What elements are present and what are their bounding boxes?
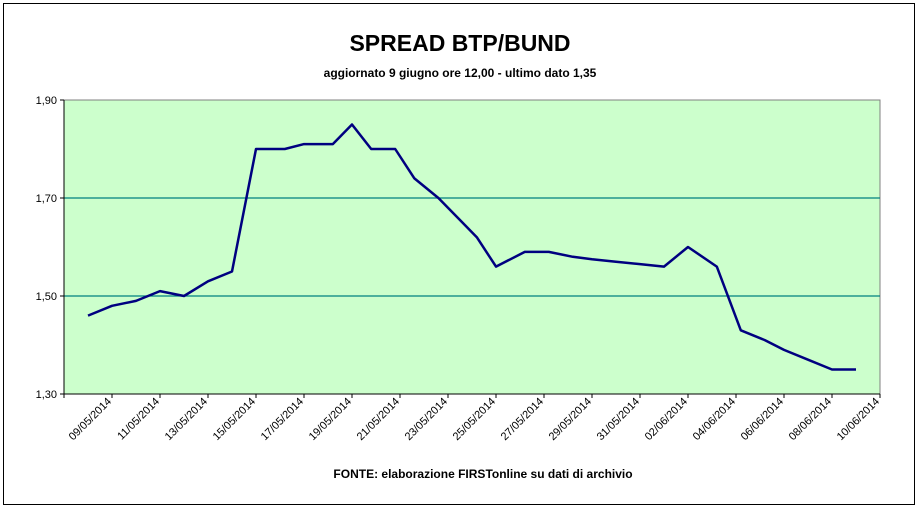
x-tick-label: 29/05/2014 bbox=[547, 396, 594, 443]
x-tick-label: 08/06/2014 bbox=[787, 396, 834, 443]
x-tick-label: 17/05/2014 bbox=[259, 396, 306, 443]
y-tick-label: 1,30 bbox=[36, 389, 57, 401]
x-tick-label: 21/05/2014 bbox=[355, 396, 402, 443]
chart-source-note: FONTE: elaborazione FIRSTonline su dati … bbox=[333, 467, 633, 481]
x-tick-label: 06/06/2014 bbox=[739, 396, 786, 443]
y-tick-label: 1,70 bbox=[36, 193, 57, 205]
x-tick-label: 02/06/2014 bbox=[643, 396, 690, 443]
spread-series-line bbox=[87, 123, 856, 371]
y-tick-label: 1,50 bbox=[36, 291, 57, 303]
x-tick-label: 15/05/2014 bbox=[211, 396, 258, 443]
x-tick-label: 23/05/2014 bbox=[403, 396, 450, 443]
x-tick-label: 09/05/2014 bbox=[67, 396, 114, 443]
x-tick-label: 25/05/2014 bbox=[451, 396, 498, 443]
x-tick-label: 13/05/2014 bbox=[163, 396, 210, 443]
plot-area bbox=[63, 99, 881, 395]
x-tick-label: 27/05/2014 bbox=[499, 396, 546, 443]
y-tick-label: 1,90 bbox=[36, 95, 57, 107]
x-tick-label: 19/05/2014 bbox=[307, 396, 354, 443]
x-tick-label: 10/06/2014 bbox=[835, 396, 882, 443]
x-tick-label: 11/05/2014 bbox=[115, 396, 162, 443]
x-tick-label: 31/05/2014 bbox=[595, 396, 642, 443]
x-tick-label: 04/06/2014 bbox=[691, 396, 738, 443]
chart-subtitle: aggiornato 9 giugno ore 12,00 - ultimo d… bbox=[323, 66, 597, 80]
chart-title: SPREAD BTP/BUND bbox=[349, 30, 571, 56]
